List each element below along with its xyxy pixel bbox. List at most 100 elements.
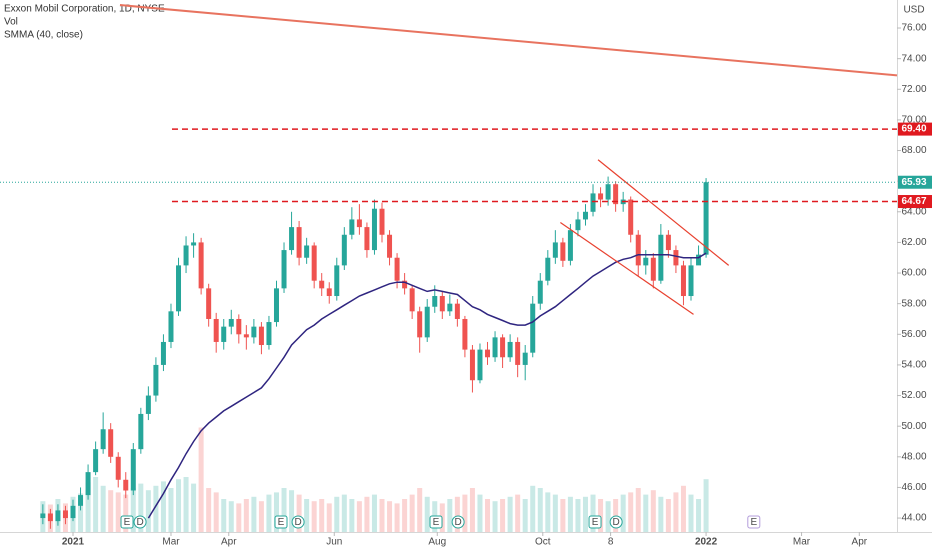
candle-body [485, 349, 491, 358]
volume-bar [522, 499, 528, 532]
volume-bar [598, 499, 604, 532]
volume-bar [696, 499, 702, 532]
candle-body [206, 288, 212, 319]
volume-bar [326, 503, 332, 532]
candle-body [409, 288, 415, 312]
y-tick-label: 56.00 [901, 329, 926, 340]
volume-bar [515, 494, 521, 532]
candle-body [304, 245, 310, 258]
candle-body [243, 334, 249, 338]
volume-bar [198, 427, 204, 532]
y-tick-label: 50.00 [901, 421, 926, 432]
volume-bar [115, 492, 121, 532]
event-marker [291, 515, 305, 529]
volume-bar [334, 496, 340, 532]
y-tick-label: 74.00 [901, 53, 926, 64]
candle-body [130, 449, 136, 491]
candle-body [138, 413, 144, 450]
y-tick-label: 64.00 [901, 206, 926, 217]
volume-bar [635, 488, 641, 532]
candle-body [371, 208, 377, 251]
volume-bar [258, 501, 264, 532]
candle-body [628, 199, 634, 235]
event-label: D [613, 517, 620, 528]
event-marker [274, 515, 288, 529]
volume-bar [108, 490, 114, 532]
event-label: E [750, 517, 757, 528]
candle-body [266, 322, 272, 346]
candle-body [650, 257, 656, 281]
volume-bar [545, 492, 551, 532]
legend-smma: SMMA (40, close) [4, 30, 83, 41]
candle-body [176, 265, 182, 312]
x-tick-label: 2022 [695, 537, 718, 548]
price-tag [898, 195, 932, 209]
event-marker [120, 515, 134, 529]
candle-body [417, 311, 423, 338]
volume-bar [605, 501, 611, 532]
volume-bar [78, 493, 84, 532]
volume-bar [560, 499, 566, 532]
trendline [119, 4, 898, 77]
x-tick-label: 2021 [62, 537, 85, 548]
volume-bar [304, 499, 310, 532]
candle-body [447, 303, 453, 312]
y-tick-label: 54.00 [901, 360, 926, 371]
price-tag [898, 122, 932, 136]
volume-bar [296, 494, 302, 532]
volume-bar [319, 499, 325, 532]
volume-bar [206, 488, 212, 532]
candle-body [326, 288, 332, 297]
volume-bar [364, 496, 370, 532]
candle-body [537, 280, 543, 304]
y-tick-label: 68.00 [901, 145, 926, 156]
volume-bar [454, 496, 460, 532]
volume-bar [85, 482, 91, 532]
volume-bar [168, 488, 174, 532]
candle-body [62, 510, 68, 519]
y-tick-label: 72.00 [901, 84, 926, 95]
volume-bar [160, 481, 166, 532]
candle-body [221, 326, 227, 342]
event-label: E [433, 517, 440, 528]
candle-body [605, 184, 611, 200]
volume-bar [356, 501, 362, 532]
y-tick-label: 52.00 [901, 390, 926, 401]
candle-body [703, 182, 709, 255]
volume-bar [130, 488, 136, 532]
volume-bar [123, 494, 129, 532]
x-tick-label: Oct [535, 537, 551, 548]
price-tag-label: 64.67 [901, 196, 926, 207]
candle-body [492, 337, 498, 358]
volume-bar [349, 499, 355, 532]
candle-body [688, 265, 694, 297]
currency: USD [903, 5, 924, 16]
candle-body [145, 395, 151, 414]
volume-bar [665, 499, 671, 532]
volume-bar [650, 490, 656, 532]
volume-bar [417, 488, 423, 532]
y-tick-label: 46.00 [901, 482, 926, 493]
x-tick-label: Apr [221, 537, 237, 548]
volume-bar [281, 488, 287, 532]
candle-body [477, 349, 483, 381]
candle-body [100, 429, 106, 450]
candle-body [598, 193, 604, 200]
candle-body [643, 257, 649, 266]
candle-body [334, 265, 340, 297]
candle-body [289, 227, 295, 251]
candle-body [153, 364, 159, 396]
candle-body [296, 227, 302, 258]
volume-bar [266, 494, 272, 532]
candle-body [515, 341, 521, 365]
volume-bar [628, 492, 634, 532]
candle-body [582, 211, 588, 220]
volume-bar [477, 494, 483, 532]
candle-body [680, 265, 686, 297]
volume-bar [500, 499, 506, 532]
price-tag-label: 69.40 [901, 124, 926, 135]
candle-body [251, 326, 257, 338]
candle-body [522, 352, 528, 365]
